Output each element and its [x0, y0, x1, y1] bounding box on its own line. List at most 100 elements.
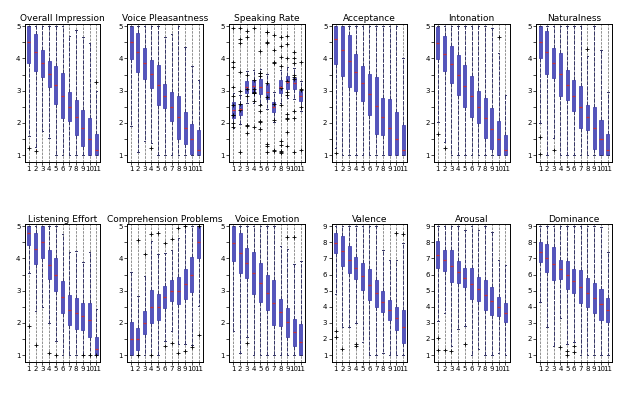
PathPatch shape — [545, 244, 548, 272]
PathPatch shape — [599, 289, 603, 320]
PathPatch shape — [252, 80, 255, 93]
PathPatch shape — [484, 98, 487, 138]
PathPatch shape — [395, 112, 398, 155]
PathPatch shape — [130, 322, 133, 355]
PathPatch shape — [464, 268, 467, 287]
PathPatch shape — [34, 33, 37, 72]
PathPatch shape — [95, 337, 98, 355]
PathPatch shape — [368, 269, 371, 300]
PathPatch shape — [354, 53, 357, 91]
PathPatch shape — [593, 107, 596, 149]
PathPatch shape — [361, 263, 364, 290]
PathPatch shape — [606, 134, 609, 155]
PathPatch shape — [88, 303, 91, 337]
PathPatch shape — [545, 31, 548, 74]
PathPatch shape — [565, 261, 569, 289]
PathPatch shape — [341, 26, 344, 76]
PathPatch shape — [82, 303, 85, 330]
Title: Voice Pleasantness: Voice Pleasantness — [122, 15, 208, 24]
PathPatch shape — [259, 79, 262, 94]
PathPatch shape — [68, 92, 71, 121]
PathPatch shape — [586, 278, 589, 307]
PathPatch shape — [361, 66, 364, 101]
PathPatch shape — [130, 26, 133, 59]
PathPatch shape — [266, 275, 269, 310]
PathPatch shape — [334, 26, 337, 64]
PathPatch shape — [579, 270, 582, 303]
PathPatch shape — [579, 86, 582, 128]
PathPatch shape — [539, 242, 541, 262]
PathPatch shape — [177, 277, 180, 304]
PathPatch shape — [586, 105, 589, 130]
PathPatch shape — [293, 319, 295, 346]
PathPatch shape — [497, 298, 500, 316]
PathPatch shape — [484, 280, 487, 310]
PathPatch shape — [232, 226, 235, 261]
PathPatch shape — [381, 291, 384, 312]
PathPatch shape — [54, 258, 57, 291]
PathPatch shape — [273, 102, 276, 112]
PathPatch shape — [477, 277, 480, 301]
PathPatch shape — [156, 64, 159, 105]
PathPatch shape — [177, 96, 180, 138]
PathPatch shape — [286, 76, 289, 89]
PathPatch shape — [293, 77, 295, 89]
PathPatch shape — [41, 50, 44, 77]
PathPatch shape — [368, 74, 371, 115]
PathPatch shape — [443, 36, 446, 71]
PathPatch shape — [61, 281, 64, 313]
PathPatch shape — [150, 290, 153, 323]
PathPatch shape — [539, 26, 541, 58]
Title: Voice Emotion: Voice Emotion — [235, 215, 299, 224]
PathPatch shape — [559, 260, 562, 279]
PathPatch shape — [197, 226, 200, 258]
PathPatch shape — [470, 76, 473, 117]
PathPatch shape — [137, 33, 139, 72]
PathPatch shape — [457, 55, 460, 95]
PathPatch shape — [504, 135, 507, 155]
PathPatch shape — [239, 105, 242, 114]
PathPatch shape — [54, 66, 57, 104]
PathPatch shape — [279, 80, 282, 93]
Title: Dominance: Dominance — [548, 215, 599, 224]
PathPatch shape — [95, 134, 98, 155]
PathPatch shape — [48, 61, 51, 87]
PathPatch shape — [75, 298, 78, 329]
Title: Speaking Rate: Speaking Rate — [234, 15, 300, 24]
Title: Acceptance: Acceptance — [343, 15, 396, 24]
PathPatch shape — [27, 26, 30, 62]
PathPatch shape — [334, 233, 337, 253]
Title: Overall Impression: Overall Impression — [20, 15, 105, 24]
PathPatch shape — [143, 311, 146, 334]
PathPatch shape — [375, 77, 378, 134]
PathPatch shape — [190, 125, 193, 154]
PathPatch shape — [170, 281, 173, 301]
PathPatch shape — [170, 92, 173, 121]
PathPatch shape — [347, 246, 350, 273]
PathPatch shape — [300, 91, 302, 101]
PathPatch shape — [279, 299, 282, 326]
PathPatch shape — [273, 280, 276, 325]
Title: Arousal: Arousal — [455, 215, 488, 224]
Title: Comprehension Problems: Comprehension Problems — [107, 215, 222, 224]
PathPatch shape — [259, 263, 262, 302]
PathPatch shape — [61, 73, 64, 118]
PathPatch shape — [443, 250, 446, 271]
PathPatch shape — [395, 307, 398, 330]
PathPatch shape — [137, 328, 139, 350]
PathPatch shape — [606, 298, 609, 321]
PathPatch shape — [477, 91, 480, 123]
PathPatch shape — [88, 118, 91, 155]
PathPatch shape — [552, 48, 555, 78]
PathPatch shape — [286, 308, 289, 337]
PathPatch shape — [450, 250, 453, 282]
PathPatch shape — [375, 280, 378, 307]
PathPatch shape — [491, 287, 494, 315]
PathPatch shape — [156, 294, 159, 320]
PathPatch shape — [388, 300, 391, 320]
PathPatch shape — [68, 296, 71, 325]
PathPatch shape — [491, 108, 494, 149]
PathPatch shape — [245, 248, 248, 278]
PathPatch shape — [559, 53, 562, 95]
PathPatch shape — [504, 303, 507, 322]
